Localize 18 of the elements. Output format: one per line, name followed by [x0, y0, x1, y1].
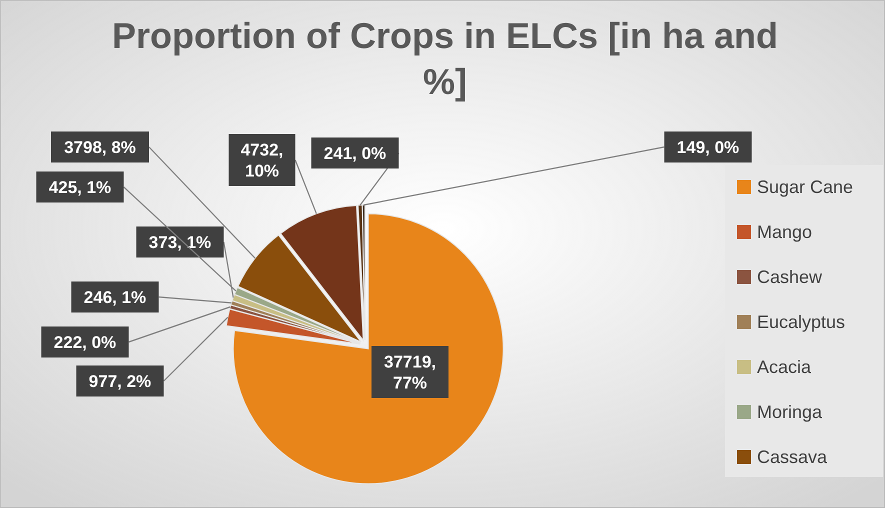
data-label: 373, 1% [148, 233, 212, 252]
data-label: 4732, 10% [240, 140, 284, 180]
data-label: 37719, 77% [384, 352, 436, 392]
data-label: 149, 0% [676, 138, 740, 157]
legend-label: Cashew [757, 267, 824, 287]
legend-label: Moringa [757, 402, 824, 422]
data-label: 977, 2% [88, 372, 152, 391]
legend-label: Acacia [757, 357, 812, 377]
legend-label: Mango [757, 222, 812, 242]
legend-label: Cassava [757, 447, 828, 467]
legend-label: Eucalyptus [757, 312, 846, 332]
data-label: 246, 1% [84, 288, 146, 307]
legend-label: Sugar Cane [757, 177, 854, 197]
data-label: 222, 0% [54, 333, 116, 352]
data-label: 3798, 8% [64, 138, 136, 157]
chart-title: Proportion of Crops in ELCs [in ha and %] [112, 15, 778, 102]
data-label: 241, 0% [324, 144, 386, 163]
data-label: 425, 1% [48, 178, 112, 197]
